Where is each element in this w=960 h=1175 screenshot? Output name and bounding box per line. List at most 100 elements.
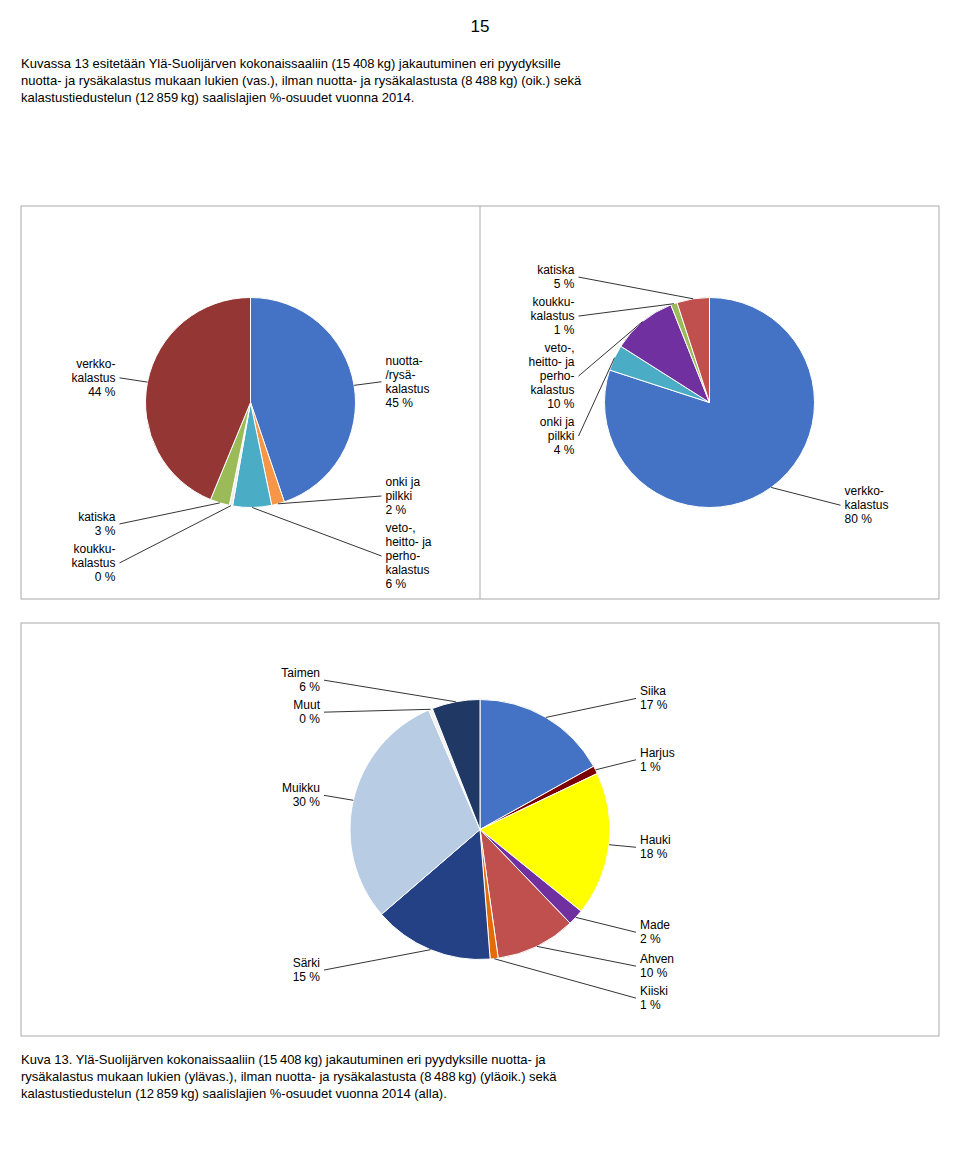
slice-label-line: Ahven bbox=[640, 952, 674, 966]
pie-slice bbox=[677, 298, 709, 403]
leader-line bbox=[576, 917, 636, 932]
leader-line bbox=[120, 378, 148, 382]
slice-label: Ahven bbox=[640, 952, 674, 966]
leader-line bbox=[252, 507, 381, 556]
page-number: 15 bbox=[471, 17, 490, 36]
leader-line bbox=[278, 496, 381, 504]
panel-frame bbox=[21, 206, 939, 599]
pie-slice bbox=[145, 298, 250, 500]
header-text-line: kalastustiedustelun (12 859 kg) saalisla… bbox=[21, 90, 414, 105]
panel-frame bbox=[21, 623, 939, 1036]
leader-line bbox=[579, 304, 674, 316]
footer-text-line: Kuva 13. Ylä-Suolijärven kokonaissaaliin… bbox=[21, 1052, 546, 1067]
slice-label-line: perho- bbox=[386, 549, 421, 563]
header-text-line: nuotta- ja rysäkalastus mukaan lukien (v… bbox=[21, 73, 582, 88]
slice-label-line: nuotta- bbox=[386, 354, 423, 368]
pie-slice bbox=[605, 298, 815, 508]
leader-line bbox=[324, 709, 430, 712]
slice-label: onki japilkki bbox=[540, 415, 575, 443]
data-label: 45 % bbox=[386, 396, 414, 410]
data-label: 10 % bbox=[640, 966, 668, 980]
slice-label: Kiiski bbox=[640, 984, 668, 998]
slice-label: Harjus bbox=[640, 746, 675, 760]
slice-label-line: kalastus bbox=[71, 371, 115, 385]
slice-label-line: /rysä- bbox=[386, 368, 416, 382]
slice-label: Muut bbox=[293, 698, 320, 712]
footer-text: Kuva 13. Ylä-Suolijärven kokonaissaaliin… bbox=[21, 1052, 557, 1101]
slice-label-line: Siika bbox=[640, 684, 666, 698]
leader-line bbox=[579, 358, 615, 436]
slice-label-line: katiska bbox=[537, 263, 575, 277]
slice-label-line: kalastus bbox=[845, 498, 889, 512]
page-number-line: 15 bbox=[471, 17, 490, 36]
slice-label-line: Harjus bbox=[640, 746, 675, 760]
slice-label-line: Made bbox=[640, 918, 670, 932]
slice-label-line: kalastus bbox=[530, 309, 574, 323]
slice-label: Muikku bbox=[282, 781, 320, 795]
data-label: 18 % bbox=[640, 847, 668, 861]
slice-label: koukku-kalastus bbox=[530, 295, 574, 323]
slice-label-line: kalastus bbox=[530, 383, 574, 397]
data-label: 6 % bbox=[299, 680, 320, 694]
leader-line bbox=[596, 760, 636, 770]
slice-label-line: onki ja bbox=[386, 475, 421, 489]
slice-label-line: Muikku bbox=[282, 781, 320, 795]
slice-label-line: Taimen bbox=[281, 666, 320, 680]
leader-line bbox=[579, 277, 694, 299]
slice-label-line: perho- bbox=[540, 369, 575, 383]
data-label: 80 % bbox=[845, 512, 873, 526]
slice-label: onki japilkki bbox=[386, 475, 421, 503]
slice-label-line: Särki bbox=[293, 956, 320, 970]
data-label: 44 % bbox=[88, 385, 116, 399]
data-label: 5 % bbox=[554, 277, 575, 291]
slice-label: nuotta-/rysä-kalastus bbox=[386, 354, 430, 396]
slice-label: veto-,heitto- japerho-kalastus bbox=[528, 341, 574, 397]
data-label: 2 % bbox=[640, 932, 661, 946]
pie bbox=[605, 298, 815, 508]
slice-label-line: katiska bbox=[78, 510, 116, 524]
pie-slice bbox=[432, 700, 480, 830]
slice-label-line: Kiiski bbox=[640, 984, 668, 998]
slice-label-line: onki ja bbox=[540, 415, 575, 429]
slice-label: Made bbox=[640, 918, 670, 932]
data-label: 1 % bbox=[554, 323, 575, 337]
slice-label: Särki bbox=[293, 956, 320, 970]
slice-label-line: kalastus bbox=[386, 563, 430, 577]
data-label: 2 % bbox=[386, 503, 407, 517]
slice-label: katiska bbox=[537, 263, 575, 277]
data-label: 0 % bbox=[95, 570, 116, 584]
slice-label-line: Muut bbox=[293, 698, 320, 712]
slice-label: katiska bbox=[78, 510, 116, 524]
slice-label: verkko-kalastus bbox=[71, 357, 115, 385]
footer-text-line: rysäkalastus mukaan lukien (ylävas.), il… bbox=[21, 1069, 557, 1084]
slice-label-line: kalastus bbox=[386, 382, 430, 396]
slice-label-line: verkko- bbox=[76, 357, 115, 371]
panel-divider bbox=[480, 206, 481, 599]
leader-line bbox=[120, 503, 220, 524]
leader-line bbox=[537, 946, 636, 966]
slice-label-line: pilkki bbox=[548, 429, 575, 443]
leader-line bbox=[120, 506, 231, 563]
slice-label-line: heitto- ja bbox=[386, 535, 432, 549]
footer-text-line: kalastustiedustelun (12 859 kg) saalisla… bbox=[21, 1086, 447, 1101]
data-label: 0 % bbox=[299, 712, 320, 726]
slice-label: koukku-kalastus bbox=[71, 542, 115, 570]
data-label: 30 % bbox=[293, 795, 321, 809]
data-label: 1 % bbox=[640, 760, 661, 774]
data-label: 4 % bbox=[554, 443, 575, 457]
slice-label-line: koukku- bbox=[532, 295, 574, 309]
slice-label-line: kalastus bbox=[71, 556, 115, 570]
slice-label: Taimen bbox=[281, 666, 320, 680]
slice-label: veto-,heitto- japerho-kalastus bbox=[386, 521, 432, 577]
data-label: 1 % bbox=[640, 998, 661, 1012]
background bbox=[0, 0, 960, 1175]
slice-label-line: veto-, bbox=[386, 521, 416, 535]
leader-line bbox=[324, 795, 353, 800]
header-text: Kuvassa 13 esitetään Ylä-Suolijärven kok… bbox=[21, 56, 582, 105]
data-label: 3 % bbox=[95, 524, 116, 538]
pie-slice bbox=[480, 830, 570, 959]
header-text-line: Kuvassa 13 esitetään Ylä-Suolijärven kok… bbox=[21, 56, 561, 71]
slice-label: Hauki bbox=[640, 833, 671, 847]
slice-label-line: veto-, bbox=[544, 341, 574, 355]
leader-line bbox=[354, 382, 381, 386]
